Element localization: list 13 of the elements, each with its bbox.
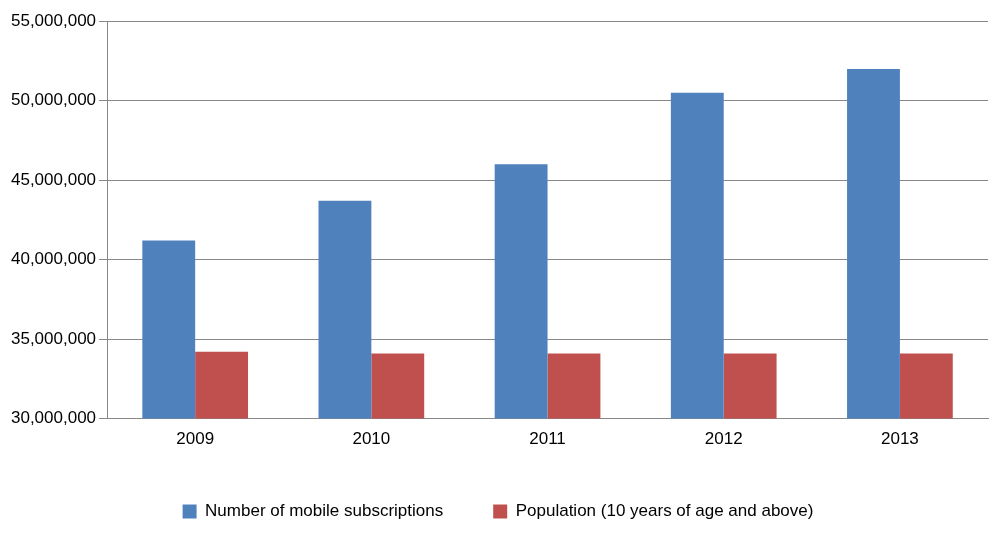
y-tick-label: 50,000,000	[10, 90, 97, 110]
x-tick-label: 2012	[704, 429, 743, 449]
legend-label: Number of mobile subscriptions	[205, 501, 444, 521]
y-tick-label: 40,000,000	[10, 249, 97, 269]
x-tick-label: 2011	[529, 429, 566, 449]
x-tick-label: 2010	[352, 429, 391, 449]
y-tick-label: 35,000,000	[10, 328, 97, 348]
legend-label: Population (10 years of age and above)	[515, 501, 814, 521]
y-tick-label: 30,000,000	[10, 408, 97, 428]
y-tick-label: 55,000,000	[10, 10, 97, 30]
x-tick-label: 2009	[176, 429, 215, 449]
y-tick-label: 45,000,000	[10, 169, 97, 189]
x-tick-label: 2013	[880, 429, 919, 449]
